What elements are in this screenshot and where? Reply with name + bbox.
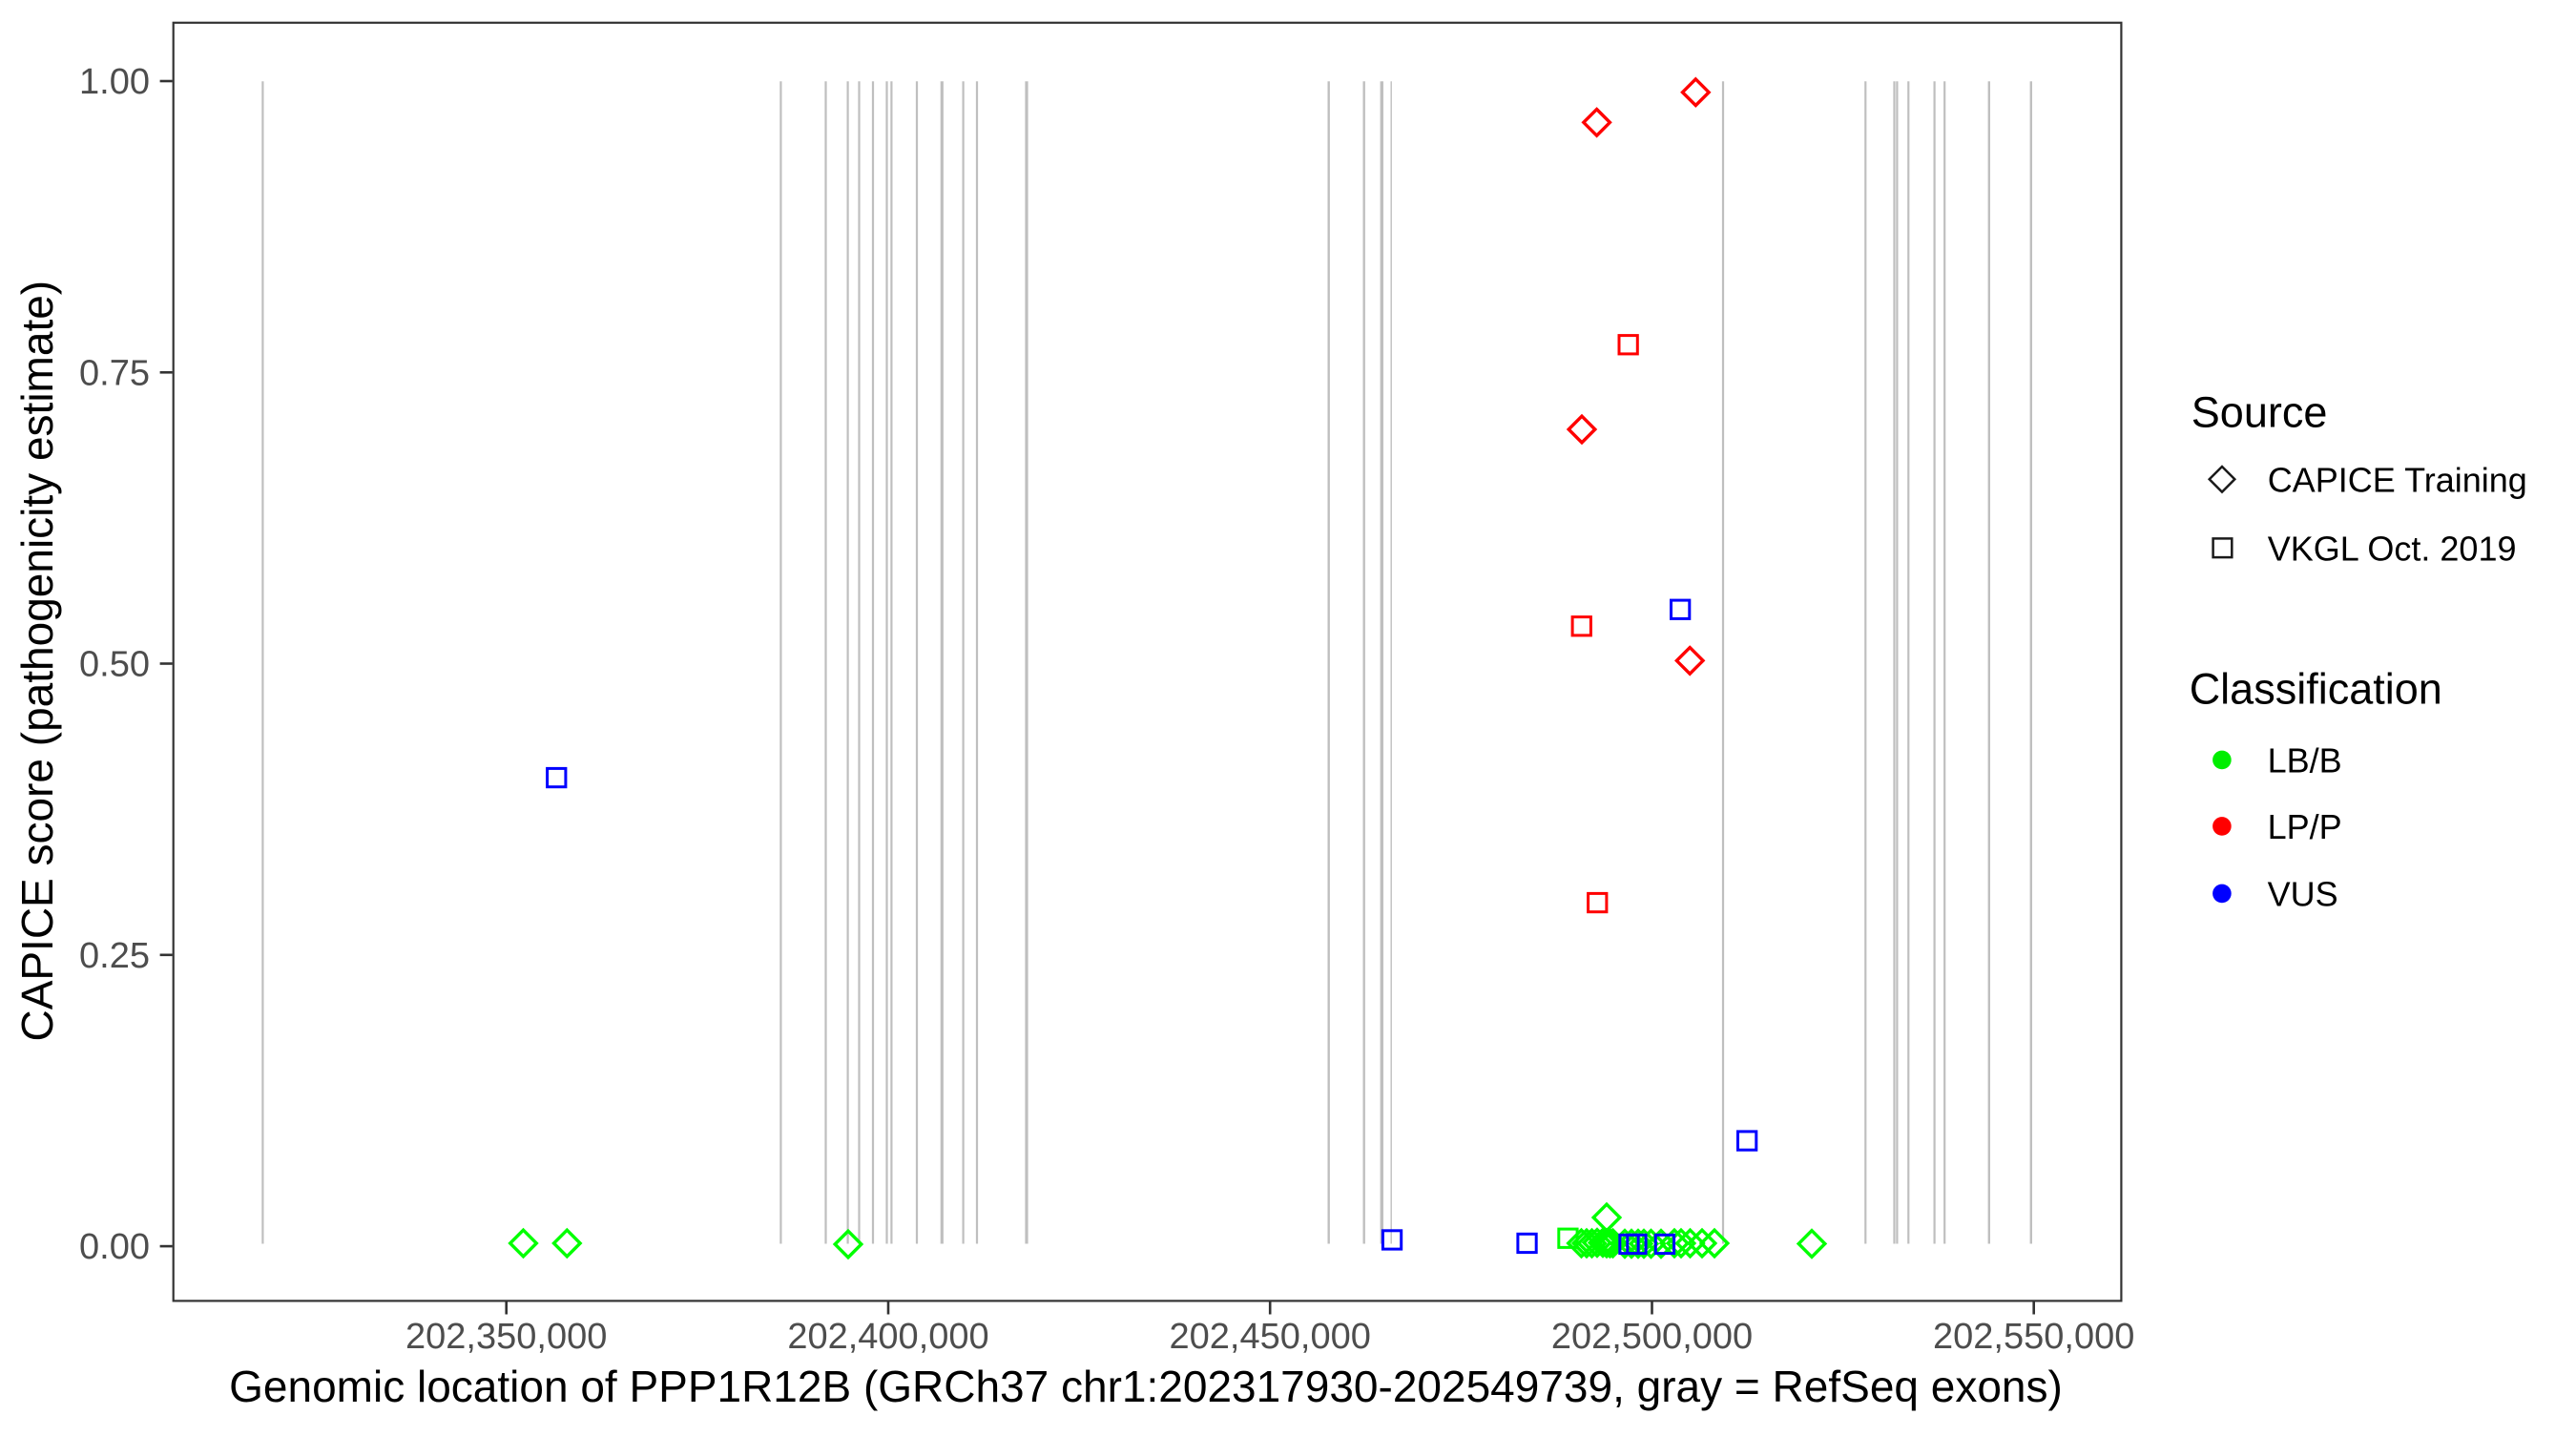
svg-text:0.25: 0.25 [79, 936, 150, 976]
svg-text:VKGL Oct. 2019: VKGL Oct. 2019 [2268, 529, 2517, 568]
svg-text:VUS: VUS [2268, 875, 2338, 914]
svg-text:202,500,000: 202,500,000 [1551, 1317, 1753, 1357]
svg-text:Source: Source [2192, 387, 2328, 436]
svg-text:Genomic location of PPP1R12B (: Genomic location of PPP1R12B (GRCh37 chr… [229, 1362, 2063, 1411]
svg-text:Classification: Classification [2190, 665, 2442, 714]
svg-text:202,450,000: 202,450,000 [1170, 1317, 1371, 1357]
svg-text:1.00: 1.00 [79, 62, 150, 102]
svg-text:0.75: 0.75 [79, 353, 150, 393]
svg-text:202,350,000: 202,350,000 [405, 1317, 607, 1357]
svg-text:CAPICE Training: CAPICE Training [2268, 460, 2527, 499]
svg-text:202,400,000: 202,400,000 [787, 1317, 988, 1357]
svg-text:LB/B: LB/B [2268, 741, 2342, 780]
svg-text:0.00: 0.00 [79, 1227, 150, 1267]
svg-text:CAPICE score (pathogenicity es: CAPICE score (pathogenicity estimate) [12, 281, 62, 1042]
svg-text:LP/P: LP/P [2268, 807, 2342, 846]
svg-text:0.50: 0.50 [79, 645, 150, 685]
svg-text:202,550,000: 202,550,000 [1933, 1317, 2134, 1357]
